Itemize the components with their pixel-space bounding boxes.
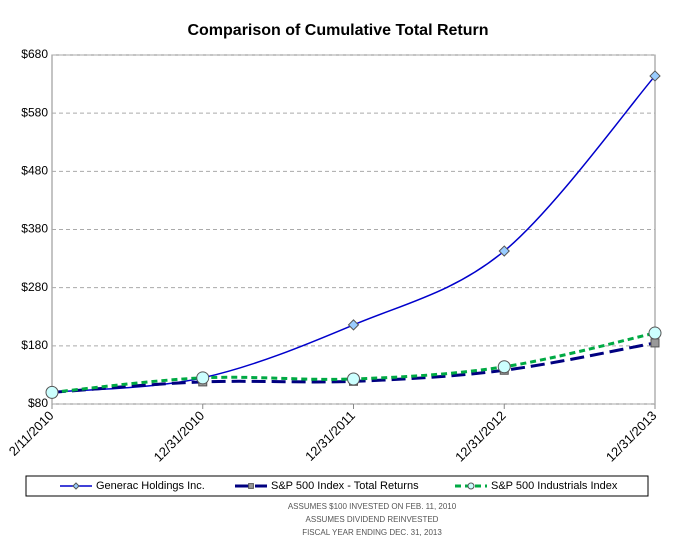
y-tick-label: $280 [21, 280, 48, 294]
footnote: ASSUMES DIVIDEND REINVESTED [306, 515, 439, 524]
y-tick-label: $180 [21, 338, 48, 352]
legend-label: Generac Holdings Inc. [96, 480, 205, 492]
marker [648, 326, 662, 340]
y-tick-label: $80 [28, 396, 48, 410]
marker [650, 338, 660, 348]
chart-title: Comparison of Cumulative Total Return [187, 22, 488, 39]
marker [467, 482, 475, 490]
marker [196, 371, 210, 385]
legend [25, 475, 649, 497]
legend-label: S&P 500 Index - Total Returns [271, 480, 419, 492]
x-tick-label: 12/31/2011 [302, 408, 358, 464]
y-tick-label: $480 [21, 164, 48, 178]
marker [498, 245, 510, 257]
marker [649, 70, 661, 82]
footnote: FISCAL YEAR ENDING DEC. 31, 2013 [302, 528, 442, 537]
x-tick-label: 12/31/2010 [151, 408, 208, 465]
y-tick-label: $680 [21, 47, 48, 61]
x-tick-label: 12/31/2012 [452, 408, 509, 465]
legend-label: S&P 500 Industrials Index [491, 480, 618, 492]
marker [497, 360, 511, 374]
marker [72, 482, 80, 490]
marker [45, 385, 59, 399]
y-tick-label: $380 [21, 222, 48, 236]
marker [347, 319, 360, 331]
x-tick-label: 12/31/2013 [603, 408, 660, 465]
footnote: ASSUMES $100 INVESTED ON FEB. 11, 2010 [288, 502, 457, 511]
marker [248, 483, 254, 489]
y-tick-label: $580 [21, 105, 48, 119]
marker [347, 372, 360, 386]
x-tick-label: 2/11/2010 [6, 408, 57, 459]
